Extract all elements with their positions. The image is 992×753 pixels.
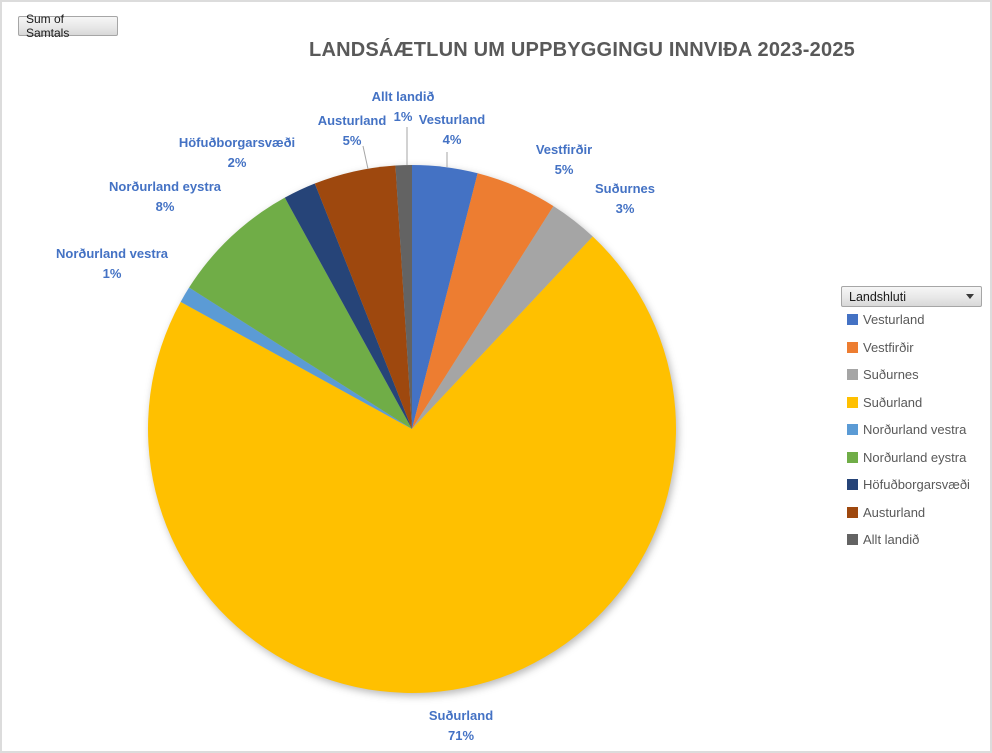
pie-slice-allt-landið[interactable]	[395, 164, 412, 429]
legend-item-vestfirðir[interactable]: Vestfirðir	[847, 334, 970, 362]
legend-label: Vesturland	[863, 312, 925, 328]
legend-swatch-icon	[847, 479, 858, 491]
legend-item-suðurnes[interactable]: Suðurnes	[847, 361, 970, 389]
pie-slice-vestfirðir[interactable]	[412, 173, 554, 429]
legend-label: Norðurland eystra	[863, 449, 967, 465]
pie-slice-vesturland[interactable]	[412, 164, 478, 429]
chart-legend: Vesturland Vestfirðir Suðurnes Suðurland Nor…	[847, 306, 970, 554]
data-label-allt-landið: Allt landið 1%	[371, 89, 435, 124]
legend-swatch-icon	[847, 314, 858, 326]
legend-swatch-icon	[847, 506, 858, 518]
legend-item-austurland[interactable]: Austurland	[847, 499, 970, 527]
value-field-button-label: Sum of Samtals	[26, 12, 70, 40]
pie-slice-austurland[interactable]	[314, 165, 412, 429]
value-field-button[interactable]: Sum of Samtals	[18, 12, 118, 40]
legend-item-norðurland-vestra[interactable]: Norðurland vestra	[847, 416, 970, 444]
legend-item-suðurland[interactable]: Suðurland	[847, 389, 970, 417]
legend-swatch-icon	[847, 534, 858, 546]
filter-field-button-label: Landshluti	[849, 289, 906, 304]
legend-swatch-icon	[847, 424, 858, 436]
data-label-suðurland: Suðurland 71%	[428, 708, 494, 743]
filter-field-button[interactable]: Landshluti	[841, 286, 982, 307]
leader-lines	[362, 127, 448, 170]
data-label-suðurnes: Suðurnes 3%	[595, 181, 655, 216]
data-label-norðurland-eystra: Norðurland eystra 8%	[109, 179, 221, 214]
pie-slice-suðurnes[interactable]	[412, 206, 593, 429]
legend-item-norðurland-eystra[interactable]: Norðurland eystra	[847, 444, 970, 472]
chart-title: LANDSÁÆTLUN UM UPPBYGGINGU INNVIÐA 2023-…	[309, 39, 855, 61]
pie-slice-suðurland[interactable]	[148, 236, 677, 694]
legend-swatch-icon	[847, 369, 858, 381]
legend-label: Suðurland	[863, 394, 923, 410]
pie-slice-höfuðborgarsvæði[interactable]	[284, 183, 412, 429]
data-label-austurland: Austurland 5%	[317, 113, 387, 148]
pie-slice-norðurland-vestra[interactable]	[180, 287, 412, 429]
data-label-vesturland: Vesturland 4%	[418, 112, 486, 147]
data-label-vestfirðir: Vestfirðir 5%	[535, 142, 593, 177]
pie-slice-norðurland-eystra[interactable]	[189, 197, 412, 429]
dropdown-arrow-icon	[966, 294, 974, 299]
legend-label: Allt landið	[863, 532, 920, 548]
data-label-norðurland-vestra: Norðurland vestra 1%	[56, 246, 168, 281]
data-label-höfuðborgarsvæði: Höfuðborgarsvæði 2%	[178, 135, 296, 170]
legend-swatch-icon	[847, 396, 858, 408]
legend-swatch-icon	[847, 451, 858, 463]
legend-item-höfuðborgarsvæði[interactable]: Höfuðborgarsvæði	[847, 471, 970, 499]
legend-label: Vestfirðir	[863, 339, 914, 355]
leader-line-austurland	[362, 145, 369, 170]
legend-item-vesturland[interactable]: Vesturland	[847, 306, 970, 334]
legend-label: Suðurnes	[863, 367, 919, 383]
legend-label: Norðurland vestra	[863, 422, 967, 438]
legend-label: Höfuðborgarsvæði	[863, 477, 970, 493]
legend-label: Austurland	[863, 504, 926, 520]
legend-swatch-icon	[847, 341, 858, 353]
legend-item-allt-landið[interactable]: Allt landið	[847, 526, 970, 554]
